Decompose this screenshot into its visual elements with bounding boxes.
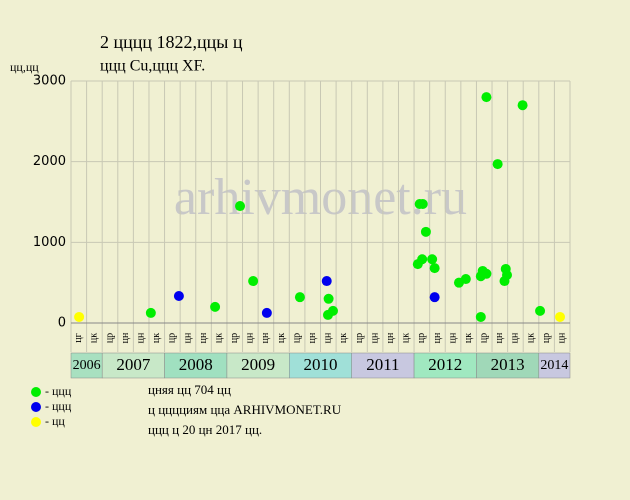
year-band — [164, 352, 228, 379]
legend-marker — [31, 402, 41, 412]
quarter-label: цн — [432, 332, 443, 343]
data-point — [321, 276, 332, 287]
data-point — [261, 307, 272, 318]
year-band — [226, 352, 290, 379]
legend-label: - цц — [45, 414, 65, 428]
quarter-label: цр — [354, 333, 365, 343]
quarter-label: цн — [182, 332, 193, 343]
quarter-label: цн — [260, 332, 271, 343]
year-band — [289, 352, 352, 379]
legend-marker — [31, 387, 41, 397]
year-band — [476, 352, 540, 379]
year-label: 2014 — [540, 358, 568, 373]
data-point — [502, 270, 513, 281]
year-label: 2006 — [73, 358, 101, 373]
quarter-label: цр — [229, 333, 240, 343]
year-band — [413, 352, 477, 379]
note: цняя цц 704 цц — [148, 382, 231, 397]
quarter-label: цн — [557, 332, 568, 343]
legend-label: - ццц — [45, 399, 72, 413]
data-point — [173, 290, 184, 301]
quarter-label: цр — [541, 333, 552, 343]
quarter-label: цк — [151, 333, 162, 343]
y-tick-label: 2000 — [33, 154, 66, 169]
data-point — [481, 268, 492, 279]
quarter-label: цк — [463, 333, 474, 343]
year-label: 2009 — [241, 355, 275, 374]
quarter-label: цн — [447, 332, 458, 343]
data-point — [420, 226, 431, 237]
quarter-label: цк — [525, 333, 536, 343]
chart-title: 2 цццц 1822,ццы ц — [100, 32, 243, 52]
quarter-label: цк — [89, 333, 100, 343]
data-point — [481, 92, 492, 103]
data-point — [429, 263, 440, 274]
year-band — [101, 352, 165, 379]
data-point — [475, 311, 486, 322]
quarter-label: цк — [213, 333, 224, 343]
note: ццц ц 20 цн 2017 цц. — [148, 422, 262, 437]
data-point — [429, 292, 440, 303]
data-point — [517, 100, 528, 111]
note: ц цццциям цца ARHIVMONET.RU — [148, 402, 342, 417]
legend-marker — [31, 417, 41, 427]
quarter-label: цр — [291, 333, 302, 343]
year-label: 2012 — [428, 355, 462, 374]
year-label: 2010 — [304, 355, 338, 374]
quarter-label: цн — [245, 332, 256, 343]
year-label: 2011 — [366, 355, 399, 374]
data-point — [460, 274, 471, 285]
y-tick-label: 1000 — [33, 235, 66, 250]
data-point — [248, 276, 259, 287]
quarter-label: цк — [276, 333, 287, 343]
quarter-label: цк — [401, 333, 412, 343]
data-point — [417, 254, 428, 265]
year-band — [538, 352, 571, 379]
year-label: 2013 — [491, 355, 525, 374]
quarter-label: цр — [479, 333, 490, 343]
y-axis-label: цц,цц — [10, 60, 39, 74]
data-point — [427, 254, 438, 265]
data-point — [555, 311, 566, 322]
quarter-label: цр — [167, 333, 178, 343]
y-tick-label: 3000 — [33, 74, 66, 89]
quarter-label: цн — [120, 332, 131, 343]
data-point — [294, 292, 305, 303]
quarter-label: цн — [323, 332, 334, 343]
data-point — [327, 305, 338, 316]
data-point — [417, 199, 428, 210]
quarter-label: цн — [385, 332, 396, 343]
quarter-label: цн — [494, 332, 505, 343]
data-point — [323, 293, 334, 304]
legend-label: - ццц — [45, 384, 72, 398]
data-point — [535, 305, 546, 316]
data-point — [235, 201, 246, 212]
year-label: 2008 — [179, 355, 213, 374]
quarter-label: цр — [104, 333, 115, 343]
year-label: 2007 — [116, 355, 151, 374]
data-point — [492, 159, 503, 170]
data-point — [74, 311, 85, 322]
quarter-label: цн — [510, 332, 521, 343]
year-band — [70, 352, 103, 379]
chart-subtitle: ццц Cu,ццц XF. — [100, 58, 205, 75]
quarter-label: цн — [369, 332, 380, 343]
quarter-label: цн — [135, 332, 146, 343]
quarter-label: цк — [338, 333, 349, 343]
y-tick-label: 0 — [58, 316, 66, 331]
data-point — [145, 307, 156, 318]
quarter-label: цг — [73, 333, 84, 342]
year-band — [351, 352, 415, 379]
quarter-label: цн — [198, 332, 209, 343]
quarter-label: цн — [307, 332, 318, 343]
data-point — [210, 301, 221, 312]
quarter-label: цр — [416, 333, 427, 343]
